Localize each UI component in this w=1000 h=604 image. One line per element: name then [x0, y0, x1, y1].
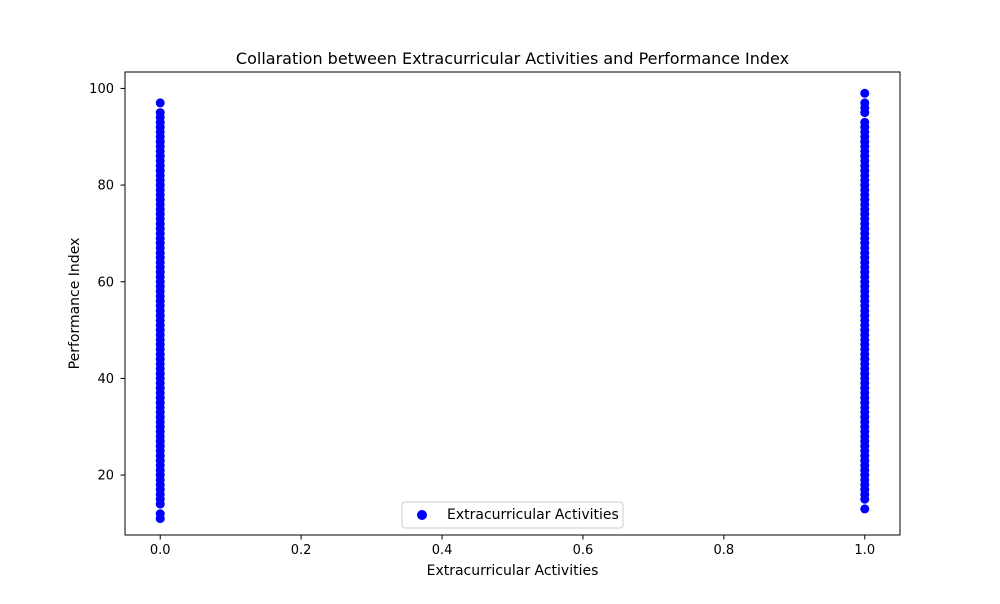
- y-tick-label: 40: [97, 372, 114, 387]
- scatter-point: [155, 98, 165, 108]
- y-tick-label: 20: [97, 469, 114, 484]
- y-tick-label: 100: [89, 82, 114, 97]
- legend-box: [401, 501, 624, 529]
- points-layer: [155, 88, 870, 524]
- x-tick-label: 0.0: [150, 543, 171, 558]
- y-tick-label: 60: [97, 275, 114, 290]
- y-tick-label: 80: [97, 179, 114, 194]
- x-tick-label: 0.4: [432, 543, 453, 558]
- legend-marker: [417, 510, 427, 520]
- x-tick-label: 0.2: [291, 543, 312, 558]
- legend-label: Extracurricular Activities: [447, 507, 619, 523]
- x-tick-label: 0.6: [573, 543, 594, 558]
- x-axis: 0.0 0.2 0.4 0.6 0.8 1.0: [150, 535, 875, 558]
- scatter-point: [860, 504, 870, 514]
- x-tick-label: 1.0: [854, 543, 875, 558]
- chart-title: Collaration between Extracurricular Acti…: [236, 49, 789, 68]
- y-axis: 20 40 60 80 100: [89, 82, 125, 484]
- scatter-point: [860, 88, 870, 98]
- plot-area-frame: [124, 71, 901, 536]
- legend: Extracurricular Activities: [401, 501, 624, 529]
- x-tick-label: 0.8: [714, 543, 735, 558]
- x-axis-label: Extracurricular Activities: [427, 563, 599, 579]
- scatter-point: [860, 117, 870, 127]
- scatter-point: [860, 98, 870, 108]
- y-axis-label: Performance Index: [67, 238, 83, 370]
- scatter-point: [155, 509, 165, 519]
- scatter-point: [155, 108, 165, 118]
